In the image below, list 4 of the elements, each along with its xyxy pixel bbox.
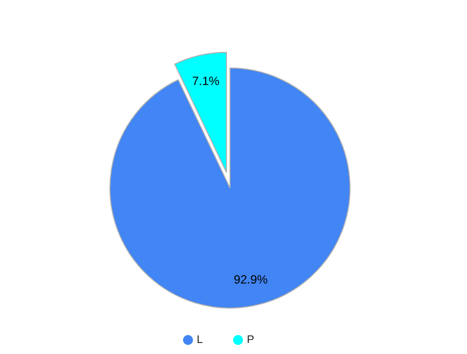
data-label: 92.9% [234, 272, 268, 286]
data-label: 7.1% [192, 74, 220, 88]
legend-label: L [196, 334, 203, 346]
legend-label: P [246, 334, 254, 346]
